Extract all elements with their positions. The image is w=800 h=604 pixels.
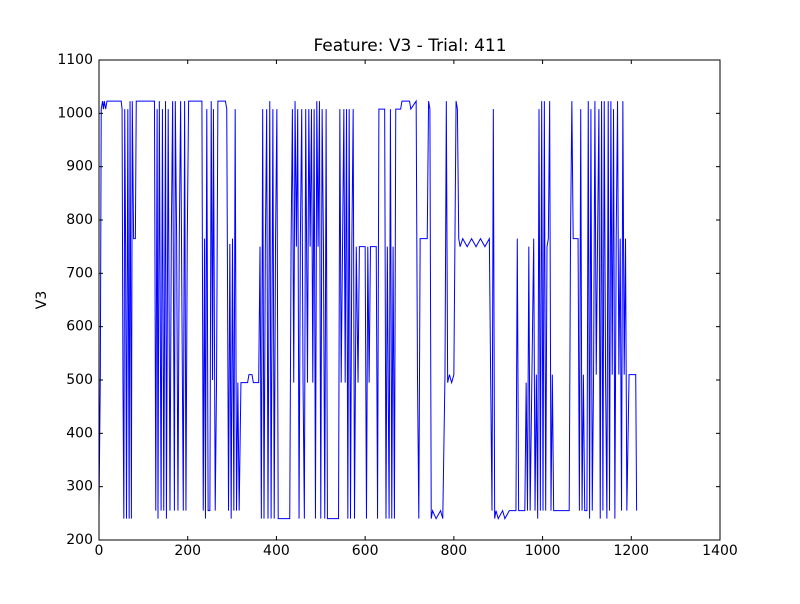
plot-frame [98,59,721,541]
x-tick-label: 1000 [525,543,561,559]
x-tick-label: 200 [174,543,201,559]
y-tick-label: 1000 [57,105,93,121]
y-tick-label: 800 [66,212,93,228]
x-tick-label: 800 [440,543,467,559]
y-tick-label: 900 [66,159,93,175]
y-tick-label: 700 [66,265,93,281]
x-tick-label: 1400 [702,543,738,559]
x-tick-label: 0 [95,543,104,559]
y-tick-label: 400 [66,425,93,441]
x-tick-label: 600 [352,543,379,559]
x-tick-label: 1200 [613,543,649,559]
y-tick-label: 600 [66,319,93,335]
y-tick-label: 1100 [57,52,93,68]
y-tick-label: 500 [66,372,93,388]
x-tick-label: 400 [263,543,290,559]
y-tick-label: 200 [66,532,93,548]
data-line [98,99,638,520]
y-tick-label: 300 [66,479,93,495]
y-axis-label: V3 [34,291,50,309]
chart-title: Feature: V3 - Trial: 411 [313,36,506,56]
